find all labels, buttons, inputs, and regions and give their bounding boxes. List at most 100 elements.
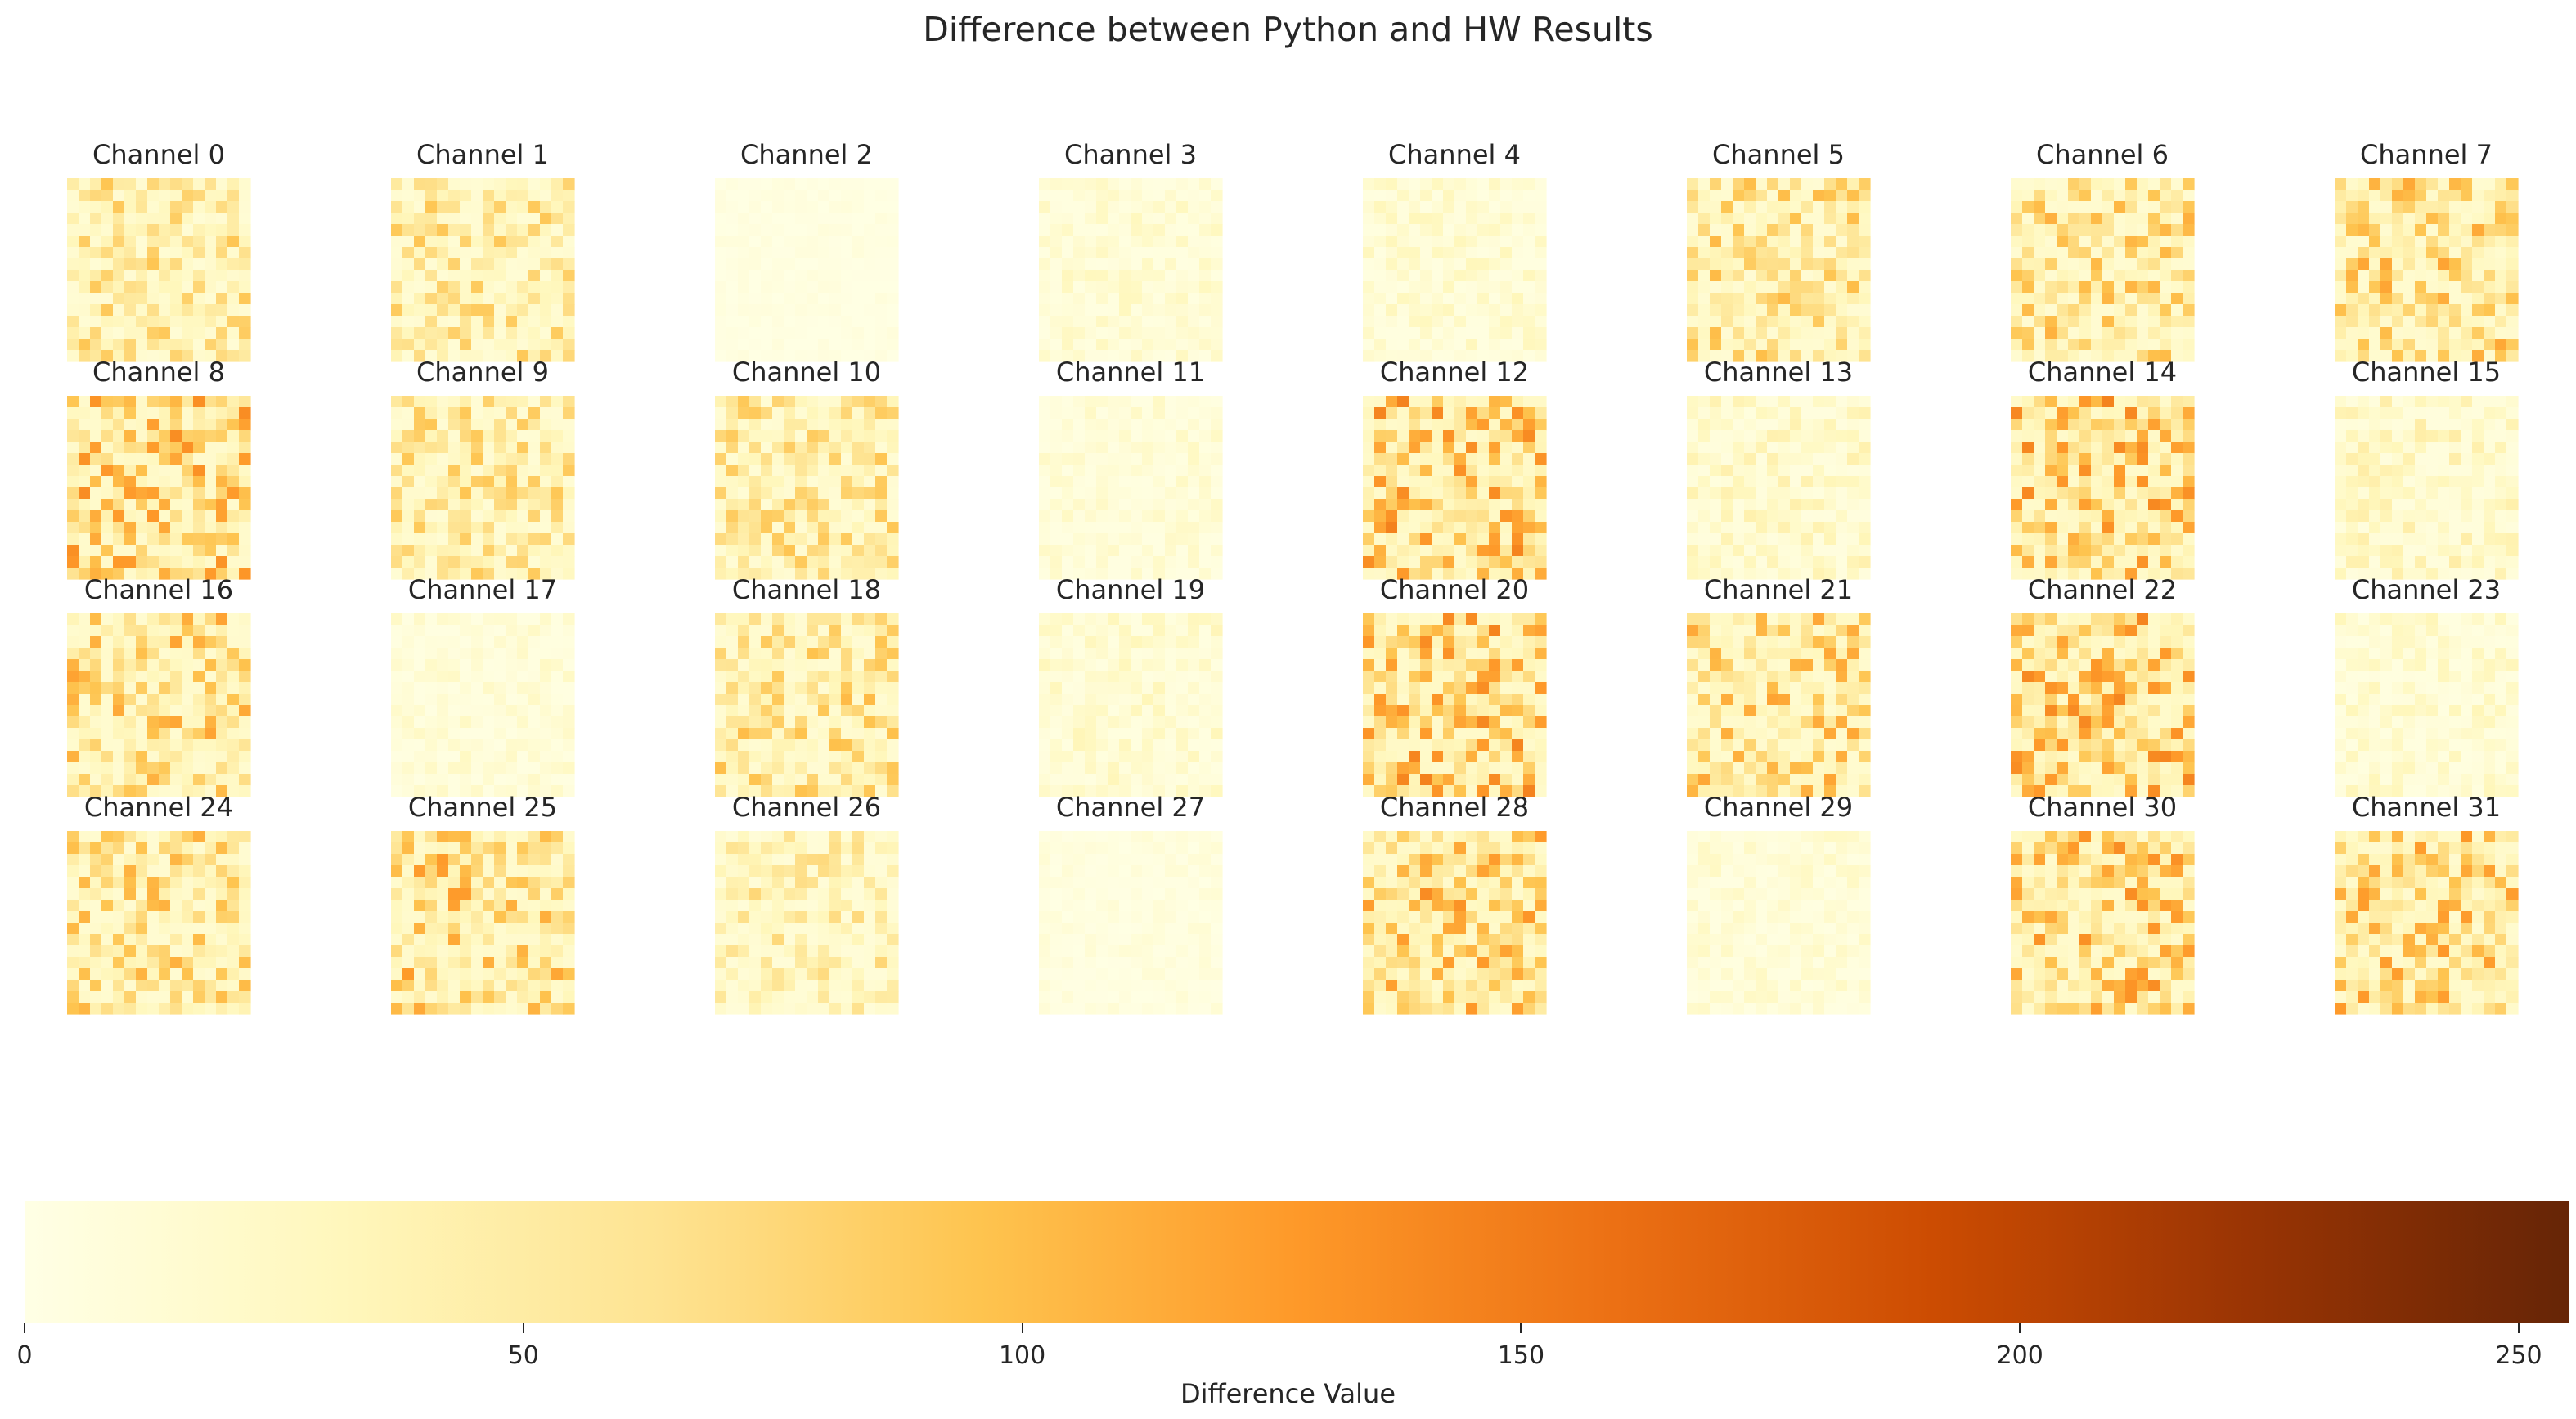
heatmap-cell <box>2335 396 2347 408</box>
heatmap-cell <box>494 396 506 408</box>
heatmap-cell <box>494 648 506 660</box>
heatmap-cell <box>471 751 483 763</box>
heatmap-cell <box>90 213 102 225</box>
heatmap-cell <box>1153 419 1166 431</box>
heatmap-cell <box>517 453 529 465</box>
heatmap-cell <box>864 476 876 488</box>
heatmap-cell <box>391 545 403 557</box>
heatmap-cell <box>1523 396 1535 408</box>
heatmap-cell <box>1119 281 1131 294</box>
heatmap-cell <box>726 190 739 202</box>
heatmap-cell <box>1489 316 1501 328</box>
heatmap-cell <box>205 213 217 225</box>
heatmap-cell <box>784 396 796 408</box>
heatmap-cell <box>136 178 148 191</box>
heatmap-cell <box>90 247 102 259</box>
heatmap-cell <box>1142 625 1154 637</box>
heatmap-cell <box>2472 213 2484 225</box>
heatmap-cell <box>1119 213 1131 225</box>
heatmap-cell <box>864 659 876 671</box>
heatmap-cell <box>1847 304 1859 317</box>
heatmap-cell <box>1165 190 1177 202</box>
heatmap-cell <box>2091 327 2103 339</box>
heatmap-cell <box>1859 224 1871 236</box>
heatmap-cell <box>193 671 205 683</box>
heatmap-cell <box>795 465 807 477</box>
heatmap-cell <box>818 636 830 649</box>
heatmap-cell <box>1397 178 1409 191</box>
heatmap-cell <box>170 613 182 626</box>
heatmap-cell <box>540 350 552 362</box>
heatmap-cell <box>864 694 876 706</box>
heatmap-cell <box>2484 453 2496 465</box>
heatmap-cell <box>239 510 251 523</box>
heatmap-cell <box>2183 236 2195 248</box>
heatmap-cell <box>2438 339 2450 351</box>
heatmap-cell <box>2045 487 2057 500</box>
heatmap-cell <box>852 327 865 339</box>
heatmap-cell <box>852 499 865 511</box>
heatmap-cell <box>2426 487 2439 500</box>
heatmap-cell <box>1824 339 1836 351</box>
heatmap-cell <box>1096 476 1108 488</box>
heatmap-cell <box>749 465 762 477</box>
heatmap-cell <box>1756 487 1768 500</box>
heatmap-cell <box>216 201 228 213</box>
heatmap-cell <box>506 430 518 442</box>
heatmap-cell <box>1767 213 1779 225</box>
heatmap-cell <box>136 476 148 488</box>
heatmap-cell <box>1062 430 1074 442</box>
heatmap-cell <box>1199 568 1212 580</box>
heatmap-cell <box>540 258 552 271</box>
heatmap-cell <box>1500 304 1513 317</box>
heatmap-cell <box>1131 533 1143 546</box>
heatmap-cell <box>1073 533 1086 546</box>
heatmap-cell <box>551 258 564 271</box>
heatmap-cell <box>551 201 564 213</box>
heatmap-cell <box>2079 499 2092 511</box>
heatmap-cell <box>391 499 403 511</box>
heatmap-cell <box>1420 407 1432 420</box>
heatmap-cell <box>425 430 438 442</box>
heatmap-cell <box>784 236 796 248</box>
heatmap-cell <box>1119 201 1131 213</box>
heatmap-cell <box>402 465 415 477</box>
heatmap-cell <box>1477 556 1490 568</box>
heatmap-cell <box>1489 350 1501 362</box>
heatmap-cell <box>2358 224 2370 236</box>
heatmap-cell <box>1824 213 1836 225</box>
heatmap-cell <box>2125 304 2138 317</box>
heatmap-cell <box>1698 190 1711 202</box>
heatmap-cell <box>1767 247 1779 259</box>
heatmap-cell <box>448 465 461 477</box>
heatmap-cell <box>1454 178 1467 191</box>
heatmap-cell <box>2369 568 2381 580</box>
heatmap-cell <box>402 522 415 534</box>
heatmap-cell <box>2183 499 2195 511</box>
heatmap-cell <box>216 407 228 420</box>
heatmap-cell <box>2484 510 2496 523</box>
heatmap-cell <box>1790 270 1802 282</box>
heatmap-cell <box>79 556 91 568</box>
heatmap-cell <box>875 522 888 534</box>
heatmap-cell <box>2484 270 2496 282</box>
heatmap-cell <box>2415 499 2427 511</box>
heatmap-cell <box>1409 201 1421 213</box>
heatmap-cell <box>1420 499 1432 511</box>
heatmap-cell <box>738 659 750 671</box>
heatmap-cell <box>1108 568 1120 580</box>
heatmap-cell <box>113 442 125 454</box>
heatmap-cell <box>193 774 205 786</box>
heatmap-cell <box>818 476 830 488</box>
heatmap-cell <box>205 785 217 797</box>
heatmap-cell <box>1108 442 1120 454</box>
heatmap-cell <box>1721 442 1733 454</box>
heatmap-cell <box>1199 522 1212 534</box>
heatmap-cell <box>1477 476 1490 488</box>
heatmap-cell <box>1119 304 1131 317</box>
heatmap-cell <box>726 739 739 752</box>
heatmap-cell <box>1188 636 1200 649</box>
heatmap-cell <box>1165 442 1177 454</box>
heatmap-cell <box>528 258 541 271</box>
heatmap-cell <box>1432 568 1444 580</box>
